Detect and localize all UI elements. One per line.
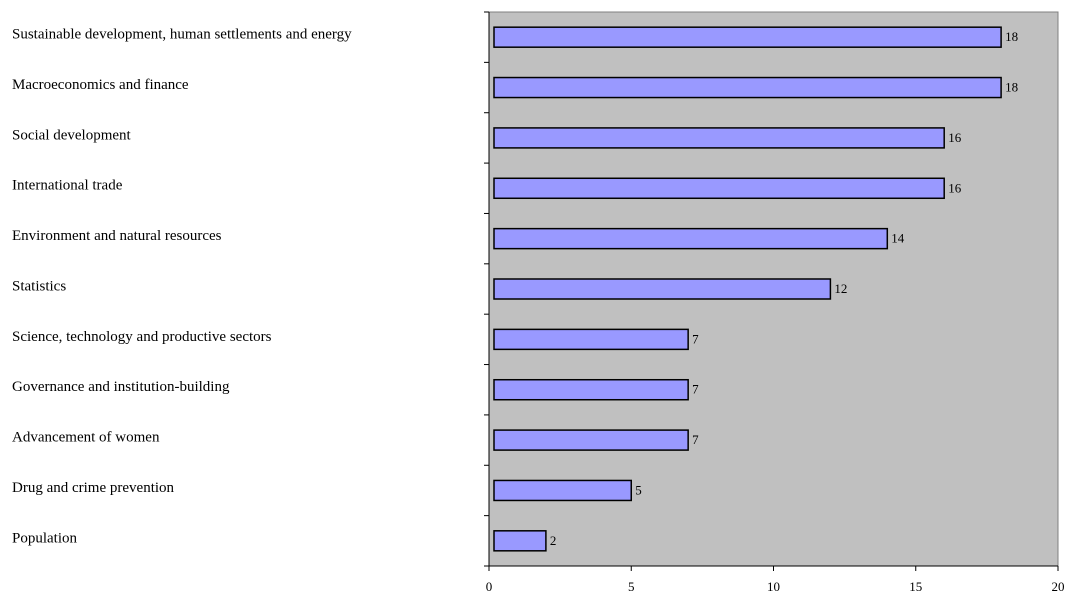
data-label: 12 — [834, 281, 847, 296]
data-label: 2 — [550, 533, 557, 548]
x-axis: 0 5 10 15 20 — [486, 565, 1065, 594]
category-label: Advancement of women — [12, 430, 160, 446]
data-label: 16 — [948, 180, 962, 195]
data-label: 16 — [948, 130, 962, 145]
data-label: 7 — [692, 382, 699, 397]
data-label: 18 — [1005, 80, 1018, 95]
bar — [493, 328, 689, 351]
x-tick-label: 20 — [1052, 579, 1065, 594]
x-tick-label: 10 — [767, 579, 780, 594]
bar — [493, 227, 889, 250]
category-label: Macroeconomics and finance — [12, 77, 189, 93]
labels-group: Sustainable development, human settlemen… — [12, 27, 1018, 548]
category-label: Sustainable development, human settlemen… — [12, 27, 352, 43]
data-label: 7 — [692, 432, 699, 447]
bar — [493, 127, 945, 149]
bars-group — [493, 26, 1002, 552]
bar — [493, 530, 547, 552]
y-axis — [484, 11, 490, 567]
data-label: 5 — [635, 482, 642, 497]
category-label: Drug and crime prevention — [12, 480, 175, 496]
category-label: Science, technology and productive secto… — [12, 329, 272, 345]
bar — [493, 429, 689, 451]
category-label: Population — [12, 530, 78, 546]
x-tick-label: 15 — [909, 579, 922, 594]
bar — [493, 76, 1002, 99]
bar — [493, 278, 832, 300]
x-tick-label: 5 — [628, 579, 635, 594]
category-label: Governance and institution-building — [12, 379, 230, 395]
bar — [493, 378, 689, 401]
bar — [493, 26, 1002, 48]
data-label: 7 — [692, 331, 699, 346]
x-tick-label: 0 — [486, 579, 493, 594]
category-label: Environment and natural resources — [12, 228, 222, 244]
category-label: International trade — [12, 178, 123, 194]
bar — [493, 479, 632, 502]
data-label: 14 — [891, 231, 905, 246]
bar — [493, 177, 945, 200]
category-label: Social development — [12, 127, 132, 143]
category-label: Statistics — [12, 278, 66, 294]
data-label: 18 — [1005, 29, 1018, 44]
